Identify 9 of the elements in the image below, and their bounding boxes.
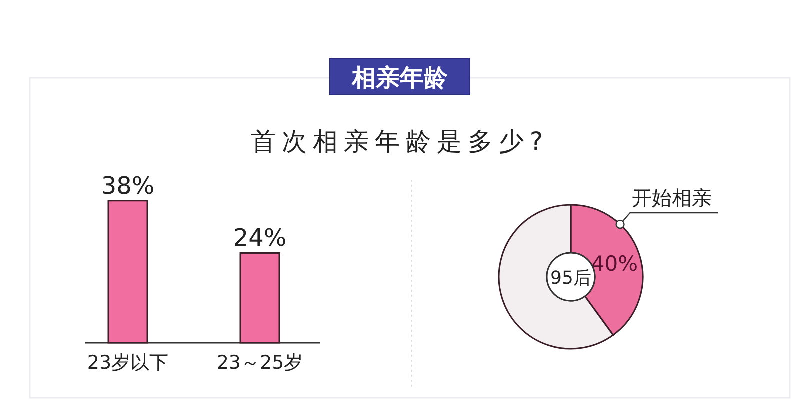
text: 相亲年龄 bbox=[351, 64, 449, 92]
text: 首次相亲年龄是多少? bbox=[250, 127, 550, 156]
x-tick-label: 23～25岁 bbox=[216, 352, 304, 374]
data-label: 40% bbox=[591, 252, 638, 276]
slice-label: 开始相亲 bbox=[632, 186, 712, 210]
data-label: 24% bbox=[233, 224, 287, 252]
x-tick-label: 23岁以下 bbox=[87, 352, 169, 374]
data-label: 38% bbox=[101, 172, 155, 200]
text: 95后 bbox=[550, 268, 592, 289]
